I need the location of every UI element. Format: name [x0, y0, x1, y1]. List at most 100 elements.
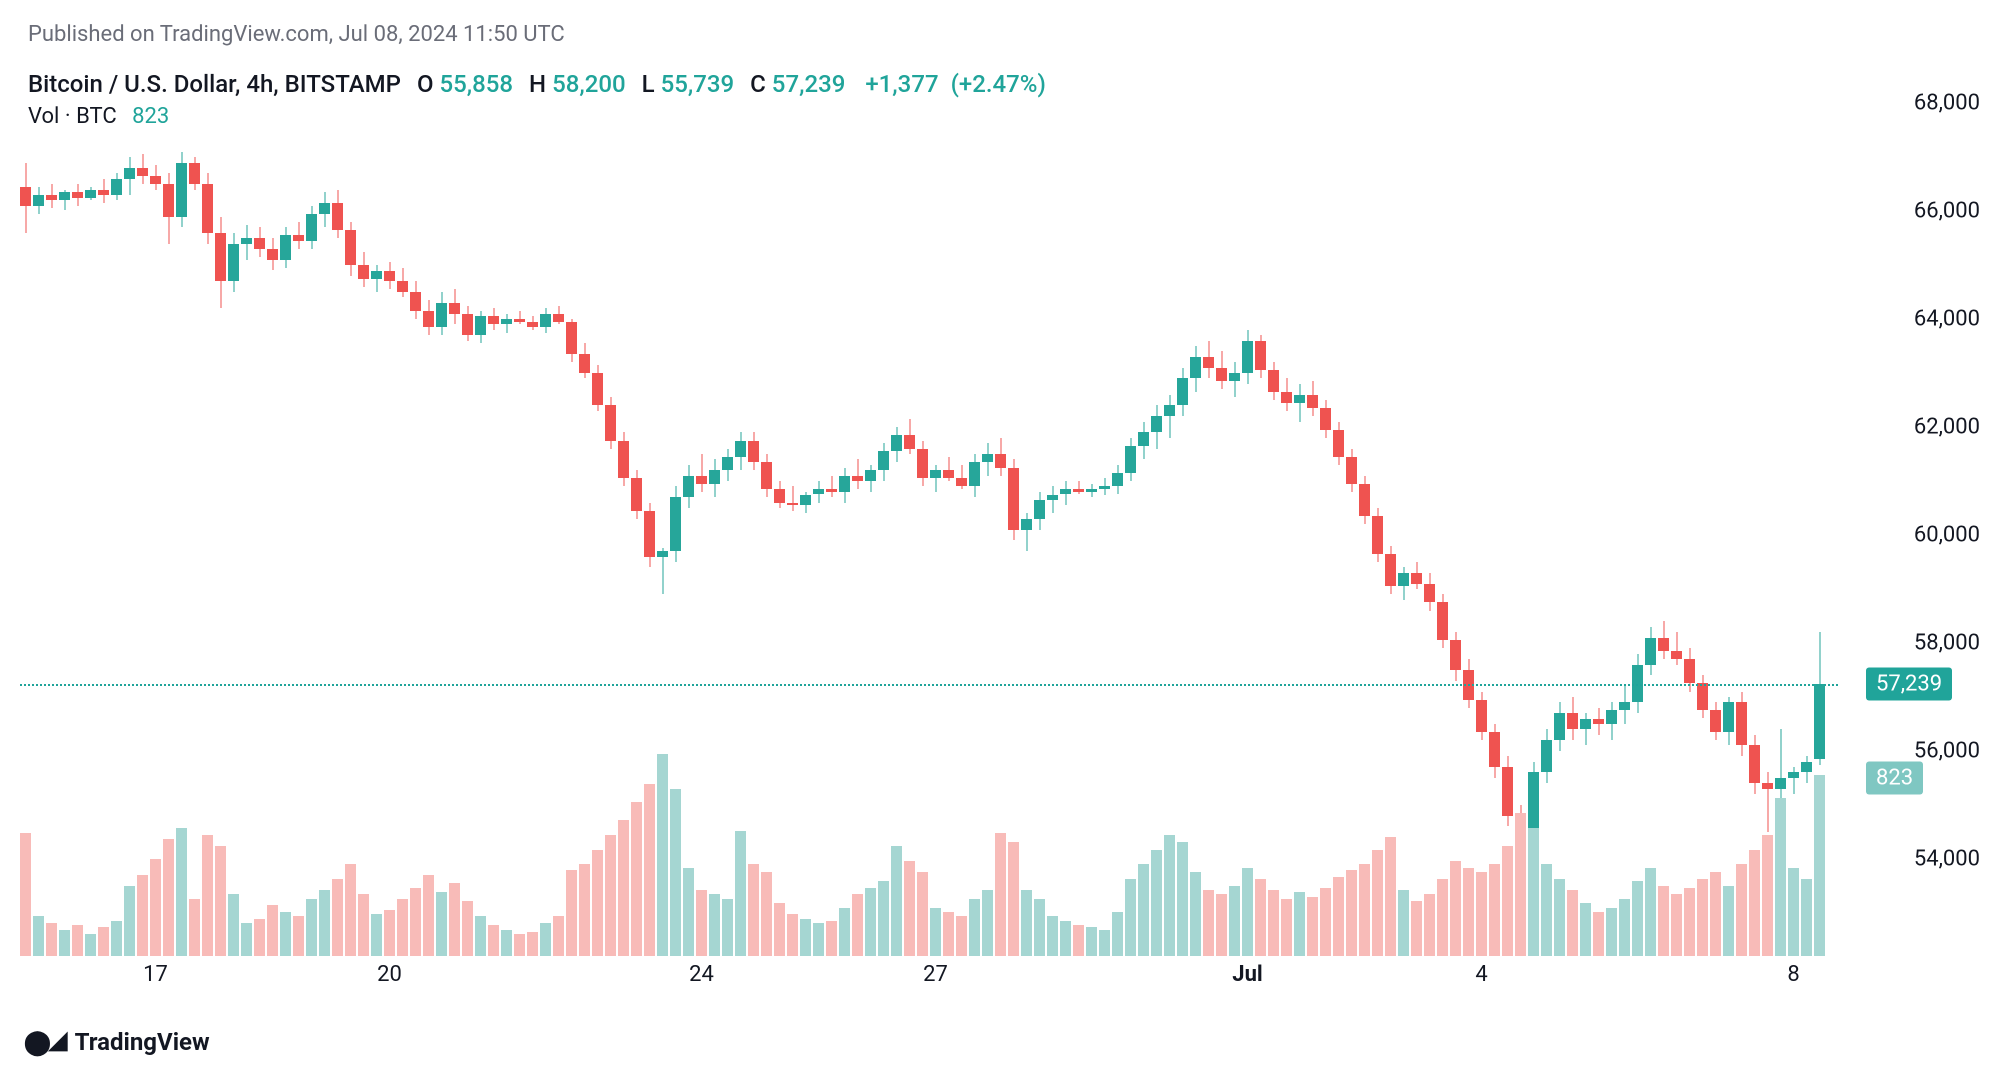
footer-label: TradingView: [75, 1028, 210, 1056]
volume-bar: [1073, 925, 1084, 956]
volume-bar: [1268, 890, 1279, 956]
logo-icon: ⬤◢: [24, 1028, 65, 1056]
candle: [1736, 60, 1747, 956]
candle: [1580, 60, 1591, 956]
candle: [1294, 60, 1305, 956]
volume-bar: [1099, 930, 1110, 956]
volume-bar: [462, 901, 473, 956]
volume-bar: [33, 916, 44, 956]
volume-bar: [1398, 890, 1409, 956]
volume-bar: [1151, 850, 1162, 956]
volume-bar: [1736, 864, 1747, 956]
candle: [1619, 60, 1630, 956]
volume-bar: [150, 859, 161, 956]
volume-bar: [1632, 881, 1643, 956]
volume-bar: [1788, 868, 1799, 956]
candle: [85, 60, 96, 956]
volume-bar: [839, 908, 850, 956]
candle: [1203, 60, 1214, 956]
volume-bar: [1333, 877, 1344, 956]
candle: [891, 60, 902, 956]
volume-bar: [683, 868, 694, 956]
volume-bar: [1021, 890, 1032, 956]
candle: [72, 60, 83, 956]
price-chart[interactable]: [20, 60, 1838, 956]
volume-bar: [1463, 868, 1474, 956]
volume-bar: [1034, 899, 1045, 956]
candle: [111, 60, 122, 956]
candle: [1021, 60, 1032, 956]
volume-bar: [1554, 879, 1565, 956]
volume-bar: [332, 879, 343, 956]
volume-bar: [267, 905, 278, 956]
volume-bar: [280, 912, 291, 956]
candle: [1593, 60, 1604, 956]
candle: [800, 60, 811, 956]
volume-bar: [1593, 912, 1604, 956]
candle: [189, 60, 200, 956]
volume-bar: [397, 899, 408, 956]
x-tick-label: Jul: [1232, 962, 1262, 987]
volume-bar: [46, 923, 57, 956]
candle: [410, 60, 421, 956]
candle: [1047, 60, 1058, 956]
volume-bar: [1385, 837, 1396, 956]
candle: [475, 60, 486, 956]
volume-bar: [1242, 868, 1253, 956]
candle: [59, 60, 70, 956]
candle: [865, 60, 876, 956]
candle: [930, 60, 941, 956]
candle: [709, 60, 720, 956]
volume-bar: [202, 835, 213, 956]
volume-bar: [1203, 890, 1214, 956]
volume-bar: [1515, 813, 1526, 956]
volume-bar: [98, 927, 109, 956]
x-tick-label: 20: [377, 962, 402, 987]
candle: [1268, 60, 1279, 956]
candle: [605, 60, 616, 956]
candle: [1437, 60, 1448, 956]
volume-bar: [1281, 899, 1292, 956]
candle: [761, 60, 772, 956]
volume-bar: [813, 923, 824, 956]
candle: [735, 60, 746, 956]
x-tick-label: 4: [1475, 962, 1487, 987]
candle: [748, 60, 759, 956]
candle: [267, 60, 278, 956]
volume-bar: [787, 914, 798, 956]
volume-bar: [293, 916, 304, 956]
candle: [1307, 60, 1318, 956]
volume-bar: [449, 883, 460, 956]
candle: [1372, 60, 1383, 956]
volume-bar: [1112, 912, 1123, 956]
vol-tag: 823: [1866, 761, 1923, 794]
candle: [228, 60, 239, 956]
candle: [1567, 60, 1578, 956]
volume-bar: [1008, 842, 1019, 956]
volume-bar: [670, 789, 681, 956]
volume-bar: [254, 919, 265, 956]
candle: [46, 60, 57, 956]
candle: [319, 60, 330, 956]
volume-bar: [59, 930, 70, 956]
volume-bar: [514, 934, 525, 956]
candle: [1229, 60, 1240, 956]
volume-bar: [1138, 864, 1149, 956]
volume-bar: [618, 820, 629, 956]
volume-bar: [1658, 886, 1669, 956]
candle: [1346, 60, 1357, 956]
candle: [176, 60, 187, 956]
volume-bar: [930, 908, 941, 956]
volume-bar: [631, 802, 642, 956]
candle: [1008, 60, 1019, 956]
candle: [1411, 60, 1422, 956]
volume-bar: [1528, 828, 1539, 956]
volume-bar: [1801, 879, 1812, 956]
candle: [579, 60, 590, 956]
candle: [1255, 60, 1266, 956]
candle: [1138, 60, 1149, 956]
volume-bar: [774, 903, 785, 956]
y-tick-label: 66,000: [1914, 199, 1980, 224]
y-tick-label: 56,000: [1914, 738, 1980, 763]
candle: [1086, 60, 1097, 956]
